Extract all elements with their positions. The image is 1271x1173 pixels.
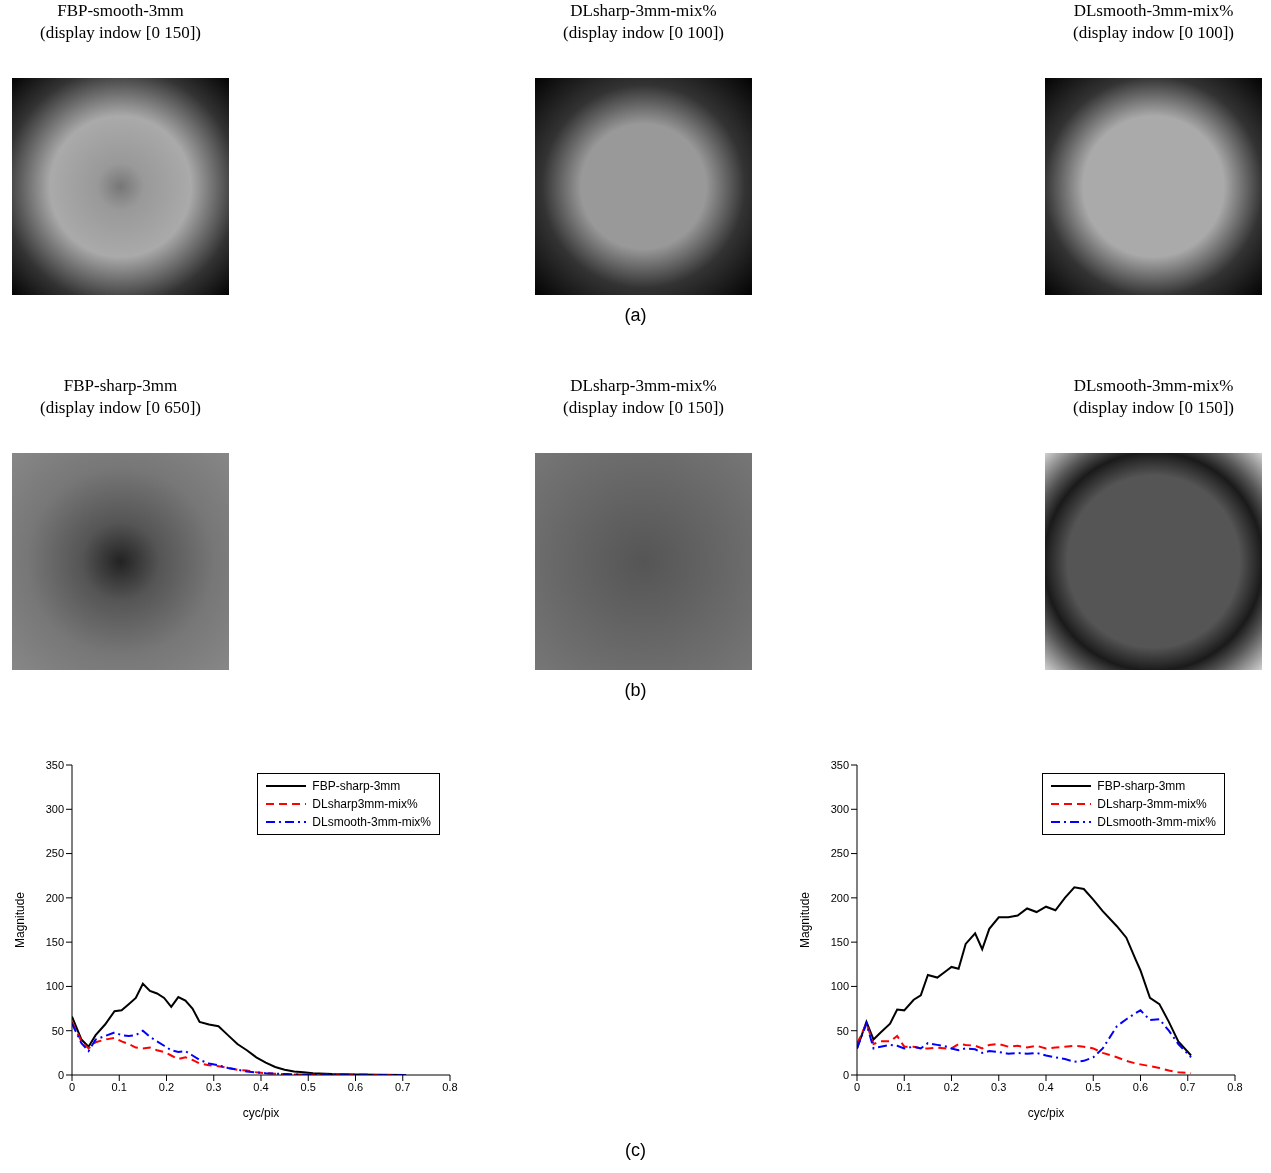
svg-text:0.2: 0.2 — [944, 1081, 959, 1093]
html-text:(display indow [0 150]): (display indow [0 150]) — [40, 23, 201, 42]
html-text:DLsmooth-3mm-mix%: DLsmooth-3mm-mix% — [1073, 1, 1234, 20]
html-text:FBP-sharp-3mm: FBP-sharp-3mm — [312, 779, 401, 793]
svg-text:50: 50 — [52, 1025, 64, 1037]
html-text:(b): (b) — [624, 680, 647, 700]
html-text:(display indow [0 100]): (display indow [0 100]) — [563, 23, 724, 42]
svg-text:Magnitude: Magnitude — [13, 892, 27, 948]
svg-text:50: 50 — [837, 1025, 849, 1037]
svg-text:0.2: 0.2 — [159, 1081, 174, 1093]
svg-text:200: 200 — [831, 892, 849, 904]
svg-text:0.6: 0.6 — [1133, 1081, 1148, 1093]
html-text:DLsharp3mm-mix%: DLsharp3mm-mix% — [312, 797, 418, 811]
html-text:DLsharp-3mm-mix%: DLsharp-3mm-mix% — [1097, 797, 1207, 811]
svg-text:300: 300 — [46, 803, 64, 815]
svg-text:100: 100 — [46, 980, 64, 992]
html-text:(c): (c) — [625, 1140, 646, 1160]
svg-text:0: 0 — [843, 1069, 849, 1081]
svg-text:0: 0 — [854, 1081, 860, 1093]
html-text:DLsmooth-3mm-mix%: DLsmooth-3mm-mix% — [1097, 815, 1216, 829]
html-text:(display indow [0 650]): (display indow [0 650]) — [40, 398, 201, 417]
svg-text:0.1: 0.1 — [897, 1081, 912, 1093]
svg-text:150: 150 — [831, 936, 849, 948]
html-text:DLsharp-3mm-mix%: DLsharp-3mm-mix% — [570, 1, 717, 20]
svg-text:300: 300 — [831, 803, 849, 815]
svg-text:0.7: 0.7 — [395, 1081, 410, 1093]
html-text:DLsmooth-3mm-mix%: DLsmooth-3mm-mix% — [312, 815, 431, 829]
svg-text:250: 250 — [831, 847, 849, 859]
svg-text:cyc/pix: cyc/pix — [243, 1106, 280, 1120]
html-text:FBP-smooth-3mm: FBP-smooth-3mm — [57, 1, 184, 20]
svg-text:0.4: 0.4 — [1038, 1081, 1053, 1093]
svg-text:0.3: 0.3 — [206, 1081, 221, 1093]
svg-text:Magnitude: Magnitude — [798, 892, 812, 948]
html-text:FBP-sharp-3mm: FBP-sharp-3mm — [63, 376, 178, 395]
html-text:FBP-sharp-3mm: FBP-sharp-3mm — [1097, 779, 1186, 793]
svg-text:350: 350 — [831, 759, 849, 771]
html-text:DLsharp-3mm-mix%: DLsharp-3mm-mix% — [570, 376, 717, 395]
svg-text:0: 0 — [58, 1069, 64, 1081]
svg-text:cyc/pix: cyc/pix — [1028, 1106, 1065, 1120]
html-text:(display indow [0 150]): (display indow [0 150]) — [1073, 398, 1234, 417]
svg-text:0.3: 0.3 — [991, 1081, 1006, 1093]
html-text:DLsmooth-3mm-mix%: DLsmooth-3mm-mix% — [1073, 376, 1234, 395]
svg-text:0.8: 0.8 — [1227, 1081, 1242, 1093]
svg-text:0.6: 0.6 — [348, 1081, 363, 1093]
svg-text:0.7: 0.7 — [1180, 1081, 1195, 1093]
svg-text:350: 350 — [46, 759, 64, 771]
svg-text:200: 200 — [46, 892, 64, 904]
svg-text:0.5: 0.5 — [1086, 1081, 1101, 1093]
svg-text:150: 150 — [46, 936, 64, 948]
svg-text:100: 100 — [831, 980, 849, 992]
html-text:(display indow [0 100]): (display indow [0 100]) — [1073, 23, 1234, 42]
svg-text:0: 0 — [69, 1081, 75, 1093]
svg-text:0.8: 0.8 — [442, 1081, 457, 1093]
svg-text:0.5: 0.5 — [301, 1081, 316, 1093]
html-text:(a): (a) — [624, 305, 647, 325]
svg-text:250: 250 — [46, 847, 64, 859]
html-text:(display indow [0 150]): (display indow [0 150]) — [563, 398, 724, 417]
svg-text:0.1: 0.1 — [112, 1081, 127, 1093]
svg-text:0.4: 0.4 — [253, 1081, 268, 1093]
